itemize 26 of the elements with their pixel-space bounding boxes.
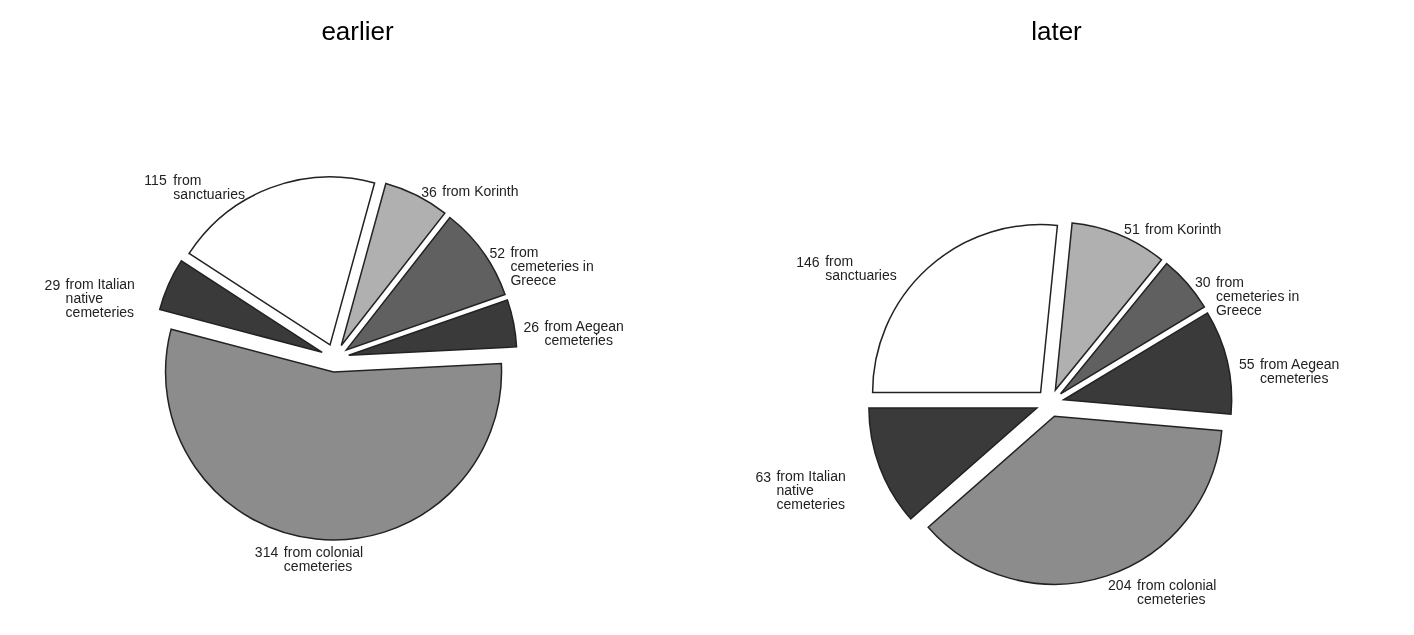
slice-label: from Italian native cemeteries (776, 468, 846, 513)
chart-title: earlier (320, 15, 395, 48)
slice-label: from sanctuaries (173, 171, 245, 202)
slice-label: from cemeteries in Greece (1215, 274, 1300, 319)
data-label: 52 (489, 244, 506, 261)
chart-title: later (1030, 15, 1083, 48)
slice-label: from colonial cemeteries (283, 543, 364, 574)
data-label: 36 (421, 183, 438, 200)
data-label: 146 (796, 253, 820, 270)
data-label: 29 (44, 276, 61, 293)
data-label: 51 (1124, 221, 1140, 238)
slice-label: from Italian native cemeteries (65, 276, 135, 321)
slice-label: from Korinth (442, 183, 519, 200)
data-label: 55 (1238, 356, 1255, 373)
slice-label: from Korinth (1145, 220, 1222, 237)
slice-label: from cemeteries in Greece (510, 244, 594, 289)
data-label: 63 (755, 468, 772, 485)
data-label: 26 (523, 318, 540, 335)
data-label: 115 (144, 172, 167, 189)
slice-label: from Aegean cemeteries (1259, 355, 1340, 386)
slice-label: from Aegean cemeteries (544, 318, 624, 349)
slice-label: from sanctuaries (825, 253, 897, 284)
data-label: 30 (1194, 274, 1211, 291)
slice-label: from colonial cemeteries (1137, 576, 1217, 607)
data-label: 204 (1108, 577, 1132, 594)
data-label: 314 (254, 544, 279, 561)
